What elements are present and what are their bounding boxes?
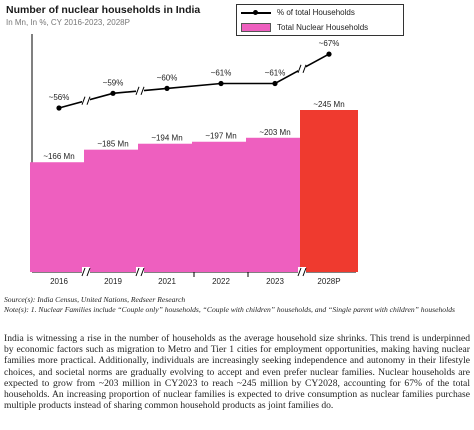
x-tick-label-2019: 2019 — [104, 277, 122, 286]
axis-break-mark — [297, 267, 302, 277]
x-tick-label-2016: 2016 — [50, 277, 68, 286]
source-text: Source(s): India Census, United Nations,… — [4, 295, 186, 304]
line-break-mark — [81, 96, 86, 105]
axis-break-mark-gap — [82, 267, 90, 277]
legend-label-percent: % of total Households — [277, 8, 355, 17]
chart-canvas: ~166 Mn 2016 ~185 Mn 2019 ~194 Mn 2021 ~197 Mn… — [30, 34, 358, 286]
note-text: Note(s): 1. Nuclear Families include “Co… — [4, 304, 455, 314]
line-break-mark-gap — [298, 63, 306, 74]
x-tick-label-2023: 2023 — [266, 277, 284, 286]
line-break-mark — [302, 64, 307, 73]
bar-2021 — [138, 143, 196, 272]
percent-line — [58, 53, 330, 109]
percent-label-2028P: ~67% — [319, 39, 340, 48]
axis-break-mark — [302, 267, 307, 277]
percent-label-2023: ~61% — [265, 69, 286, 78]
chart-legend: % of total Households Total Nuclear Hous… — [236, 4, 404, 36]
percent-point-2016 — [56, 105, 62, 111]
body-paragraph: India is witnessing a rise in the number… — [4, 333, 470, 412]
line-break-mark — [140, 86, 145, 96]
chart-title: Number of nuclear households in India — [6, 4, 201, 16]
bar-label-2021: ~194 Mn — [151, 134, 182, 143]
bar-label-2022: ~197 Mn — [205, 132, 236, 141]
percent-point-2022 — [218, 80, 224, 87]
axis-break-mark — [81, 267, 86, 277]
x-tick-label-2022: 2022 — [212, 277, 230, 286]
percent-label-2022: ~61% — [211, 69, 232, 78]
percent-label-2021: ~60% — [157, 73, 178, 82]
line-break-mark — [86, 96, 91, 105]
percent-point-2019 — [110, 90, 116, 96]
percent-point-2028P — [326, 51, 332, 57]
bar-2023 — [246, 137, 304, 272]
axis-break-mark-gap — [298, 267, 306, 277]
bar-label-2028P: ~245 Mn — [313, 100, 344, 109]
x-tick-label-2021: 2021 — [158, 277, 176, 286]
x-tick-label-2028P: 2028P — [317, 277, 340, 286]
bar-2028P — [300, 110, 358, 272]
legend-line-swatch — [241, 8, 271, 17]
line-break-mark-gap — [136, 85, 144, 96]
legend-bar-swatch — [241, 23, 271, 32]
bar-label-2019: ~185 Mn — [97, 140, 128, 149]
legend-label-households: Total Nuclear Households — [277, 23, 369, 32]
percent-label-2016: ~56% — [49, 93, 70, 102]
chart-subtitle: In Mn, In %, CY 2016-2023, 2028P — [6, 18, 130, 27]
axis-break-mark — [140, 267, 145, 277]
axis-break-mark-gap — [136, 267, 144, 277]
legend-item-bar: Total Nuclear Households — [241, 23, 368, 32]
bar-2019 — [84, 149, 142, 272]
bar-2016 — [30, 162, 88, 272]
bar-label-2016: ~166 Mn — [43, 152, 74, 161]
chart-notes: Source(s): India Census, United Nations,… — [4, 295, 470, 314]
axis-break-mark — [86, 267, 91, 277]
percent-point-2023 — [272, 80, 278, 87]
legend-item-line: % of total Households — [241, 8, 355, 17]
percent-point-2021 — [164, 85, 170, 91]
line-break-mark — [297, 64, 302, 73]
line-break-mark — [135, 86, 140, 96]
percent-label-2019: ~59% — [103, 78, 124, 87]
line-break-mark-gap — [82, 95, 90, 106]
bar-label-2023: ~203 Mn — [259, 128, 290, 137]
bar-2022 — [192, 141, 250, 272]
axis-break-mark — [135, 267, 140, 277]
